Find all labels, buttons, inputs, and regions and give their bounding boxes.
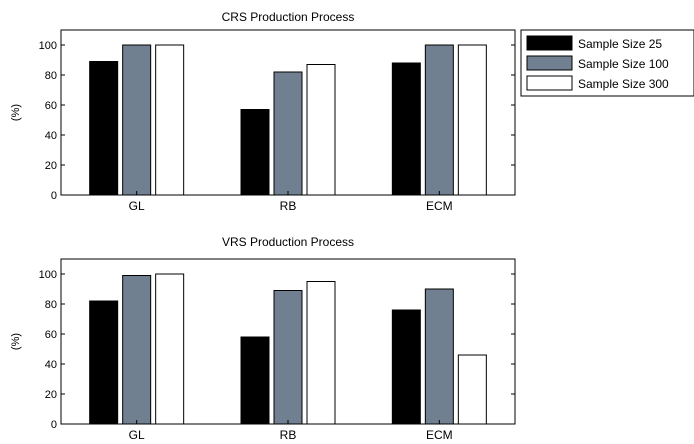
bar-sample-size-25-ecm <box>391 62 421 196</box>
chart-crs-production-process: CRS Production Process 0 20 40 60 80 100 (%) GL R… <box>10 10 516 213</box>
legend-swatch-sample-size-300 <box>526 75 573 91</box>
bar-sample-size-25-ecm <box>391 309 421 425</box>
legend-swatch-sample-size-100 <box>526 55 573 71</box>
y-tick-label: 60 <box>45 100 57 112</box>
y-tick-label: 100 <box>39 40 57 52</box>
bar-sample-size-25-gl <box>89 61 119 196</box>
bar-sample-size-300-ecm <box>457 44 487 196</box>
x-tick-label: ECM <box>426 428 453 442</box>
bar-sample-size-25-rb <box>240 109 270 196</box>
bar-sample-size-100-ecm <box>424 288 454 425</box>
x-tick-label: GL <box>129 428 145 442</box>
y-tick-label: 60 <box>45 329 57 341</box>
y-tick-label: 0 <box>51 419 57 431</box>
x-tick-label: ECM <box>426 199 453 213</box>
bar-sample-size-300-gl <box>155 273 185 425</box>
bar-sample-size-300-rb <box>306 64 336 196</box>
legend-label-sample-size-100: Sample Size 100 <box>578 57 669 71</box>
y-tick-label: 0 <box>51 190 57 202</box>
bar-sample-size-300-rb <box>306 281 336 425</box>
bar-sample-size-300-gl <box>155 44 185 196</box>
y-tick-label: 80 <box>45 299 57 311</box>
y-tick-label: 20 <box>45 160 57 172</box>
y-tick-label: 100 <box>39 269 57 281</box>
legend-swatch-sample-size-25 <box>526 35 573 51</box>
y-tick-label: 40 <box>45 359 57 371</box>
bar-sample-size-25-gl <box>89 300 119 425</box>
bar-sample-size-100-rb <box>273 71 303 196</box>
bar-sample-size-100-gl <box>122 44 152 196</box>
x-tick-label: RB <box>280 199 297 213</box>
bar-sample-size-100-gl <box>122 275 152 425</box>
x-tick-label: RB <box>280 428 297 442</box>
legend: Sample Size 25 Sample Size 100 Sample Si… <box>520 29 694 97</box>
legend-label-sample-size-25: Sample Size 25 <box>578 37 662 51</box>
y-tick-label: 20 <box>45 389 57 401</box>
x-tick-label: GL <box>129 199 145 213</box>
bar-sample-size-25-rb <box>240 336 270 425</box>
y-axis-label: (%) <box>10 333 22 350</box>
bar-sample-size-300-ecm <box>457 354 487 425</box>
chart-vrs-production-process: VRS Production Process 0 20 40 60 80 100 (%) GL R… <box>10 235 516 442</box>
bar-sample-size-100-rb <box>273 290 303 425</box>
bar-sample-size-100-ecm <box>424 44 454 196</box>
y-tick-label: 80 <box>45 70 57 82</box>
chart-title: VRS Production Process <box>222 235 354 249</box>
chart-title: CRS Production Process <box>222 10 355 24</box>
legend-label-sample-size-300: Sample Size 300 <box>578 77 669 91</box>
y-axis-label: (%) <box>10 104 22 121</box>
y-tick-label: 40 <box>45 130 57 142</box>
